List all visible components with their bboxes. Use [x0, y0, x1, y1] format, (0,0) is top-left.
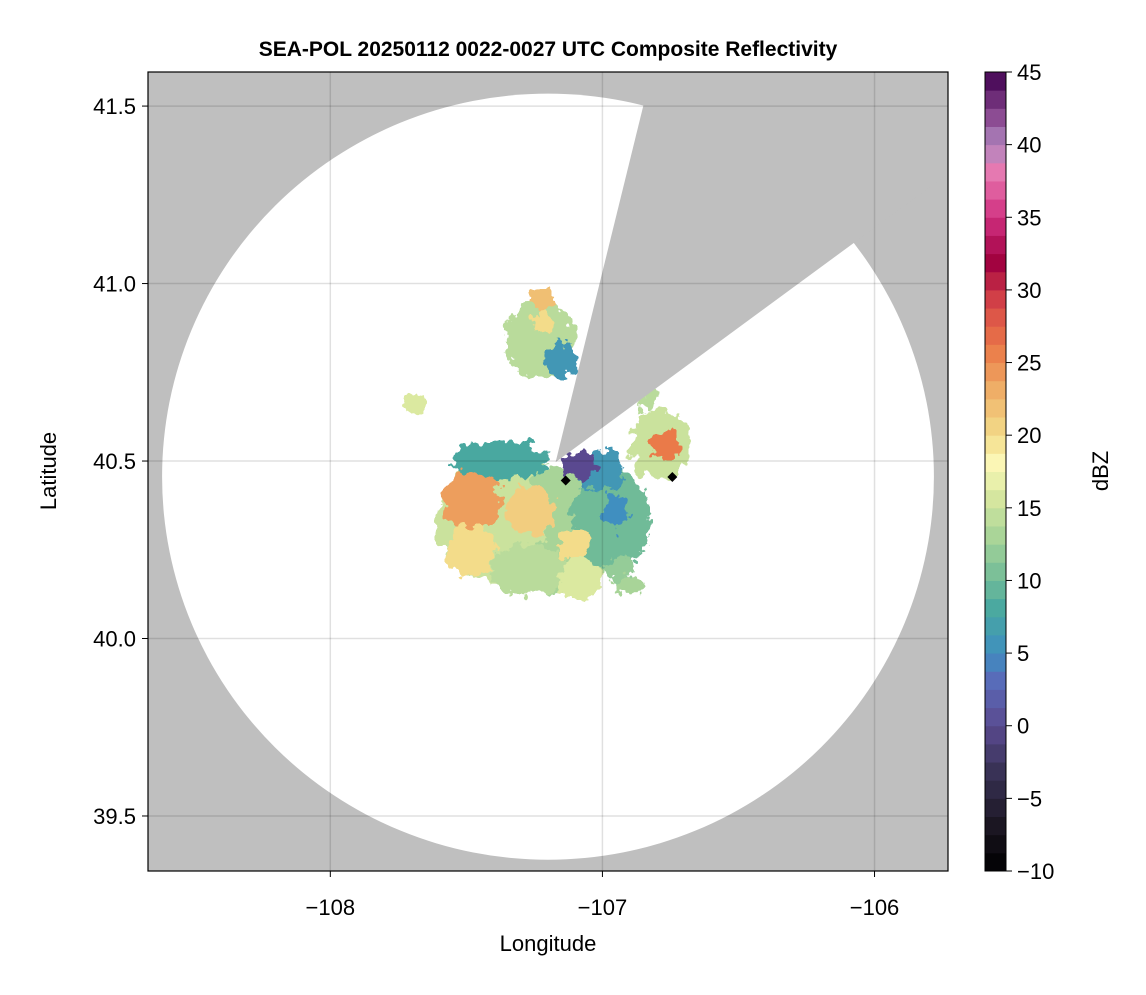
colorbar-bin [985, 634, 1006, 654]
colorbar-bin [985, 852, 1006, 872]
colorbar-bin [985, 653, 1006, 672]
echo-cell [613, 578, 646, 593]
x-tick-label: −108 [306, 895, 356, 920]
y-axis-label: Latitude [36, 432, 61, 510]
colorbar-bin [985, 525, 1006, 545]
colorbar-tick-label: 15 [1017, 496, 1041, 521]
colorbar-tick-label: 35 [1017, 205, 1041, 230]
colorbar-tick-label: 45 [1017, 60, 1041, 85]
colorbar-tick-label: −5 [1017, 786, 1042, 811]
x-axis-label: Longitude [500, 931, 597, 956]
x-tick-label: −107 [578, 895, 628, 920]
echo-cell [489, 545, 572, 595]
y-tick-label: 41.0 [93, 272, 136, 297]
y-tick-label: 40.5 [93, 449, 136, 474]
colorbar-bin [985, 380, 1006, 400]
colorbar-bin [985, 743, 1006, 763]
echo-cell [605, 492, 627, 529]
echo-point-marker [560, 475, 571, 486]
echo-cell [440, 470, 501, 531]
colorbar-bin [985, 489, 1006, 509]
echo-cell [403, 392, 428, 418]
y-tick-label: 40.0 [93, 627, 136, 652]
colorbar-frame [984, 71, 1007, 872]
plot-frame [147, 71, 949, 872]
colorbar-bin [985, 180, 1006, 200]
echo-cell [528, 289, 553, 311]
colorbar-bin [985, 616, 1006, 636]
colorbar-bin [985, 235, 1006, 255]
colorbar-bin [985, 162, 1006, 182]
colorbar-bin [985, 834, 1006, 854]
colorbar-bin [985, 362, 1006, 382]
echo-cell [561, 450, 600, 480]
echo-cell [606, 555, 634, 585]
colorbar-bin [985, 580, 1006, 600]
colorbar-bin [985, 271, 1006, 291]
chart-title: SEA-POL 20250112 0022-0027 UTC Composite… [259, 38, 838, 61]
echo-cell [558, 524, 592, 561]
colorbar-bin [985, 326, 1006, 345]
colorbar-bin [985, 471, 1006, 491]
colorbar-bin [985, 126, 1006, 146]
colorbar-bin [985, 199, 1006, 218]
colorbar-bin [985, 72, 1006, 91]
blocked-sector [555, 72, 948, 463]
colorbar-bin [985, 689, 1006, 709]
colorbar-bin [985, 144, 1006, 164]
colorbar: −10 −5 0 5 10 15 20 25 30 35 40 45 [984, 60, 1054, 884]
colorbar-bin [985, 798, 1006, 818]
colorbar-bin [985, 253, 1006, 273]
colorbar-bin [985, 289, 1006, 309]
colorbar-bin [985, 562, 1006, 581]
colorbar-bin [985, 453, 1006, 472]
echo-cell [544, 342, 577, 378]
colorbar-bin [985, 217, 1006, 236]
colorbar-bin [985, 417, 1006, 436]
colorbar-tick-label: 25 [1017, 351, 1041, 376]
colorbar-tick-label: 40 [1017, 133, 1041, 158]
y-tick-label: 39.5 [93, 804, 136, 829]
colorbar-bin [985, 398, 1006, 418]
colorbar-tick-label: 30 [1017, 278, 1041, 303]
colorbar-bin [985, 507, 1006, 527]
echo-cell [558, 558, 603, 601]
echo-point-marker [667, 472, 678, 483]
colorbar-bin [985, 780, 1006, 799]
echo-cell [533, 309, 553, 331]
colorbar-bin [985, 308, 1006, 327]
colorbar-bin [985, 816, 1006, 836]
colorbar-bin [985, 762, 1006, 781]
echo-cell [451, 440, 550, 480]
colorbar-label: dBZ [1088, 451, 1113, 491]
colorbar-bin [985, 435, 1006, 454]
y-tick-label: 41.5 [93, 94, 136, 119]
colorbar-bin [985, 598, 1006, 618]
colorbar-bin [985, 671, 1006, 690]
plot-area [148, 72, 948, 871]
colorbar-bin [985, 344, 1006, 364]
echo-cell [650, 430, 681, 460]
colorbar-tick-label: −10 [1017, 859, 1054, 884]
colorbar-tick-label: 20 [1017, 423, 1041, 448]
colorbar-tick-label: 5 [1017, 641, 1029, 666]
colorbar-tick-label: 10 [1017, 568, 1041, 593]
colorbar-bin [985, 108, 1006, 127]
colorbar-bin [985, 90, 1006, 109]
colorbar-tick-label: 0 [1017, 714, 1029, 739]
echo-cell [446, 525, 496, 575]
x-tick-label: −106 [850, 895, 900, 920]
echo-layer [403, 289, 691, 601]
colorbar-bin [985, 725, 1006, 745]
echo-cell [506, 485, 556, 535]
colorbar-bin [985, 707, 1006, 727]
colorbar-bin [985, 544, 1006, 563]
